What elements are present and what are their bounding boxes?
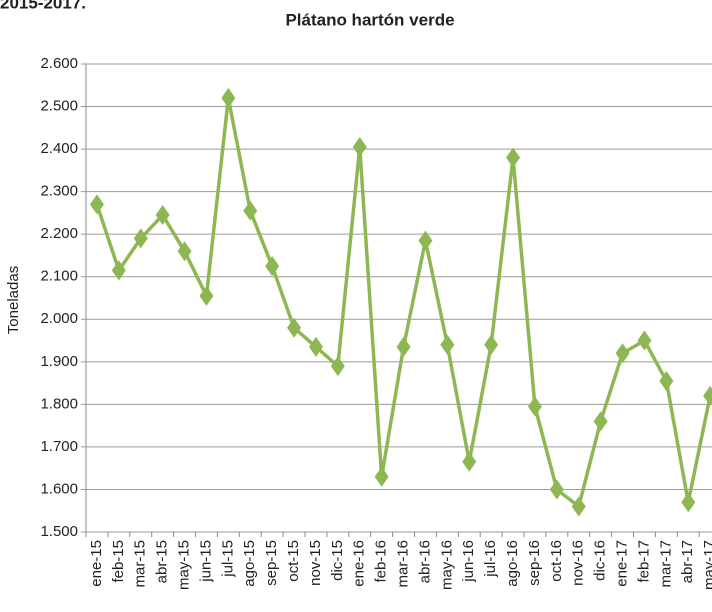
marker <box>506 147 521 168</box>
y-tick-label: 2.100 <box>40 268 78 285</box>
x-tick-label: abr-17 <box>679 540 696 583</box>
marker <box>659 370 674 391</box>
marker <box>243 200 258 221</box>
y-tick-label: 1.900 <box>40 353 78 370</box>
y-axis-label: Toneladas <box>5 266 22 334</box>
marker <box>374 466 389 487</box>
x-tick-label: ene-17 <box>614 540 631 587</box>
marker <box>287 317 302 338</box>
marker <box>133 228 148 249</box>
x-tick-label: ago-15 <box>241 540 258 587</box>
y-tick-label: 2.600 <box>40 55 78 72</box>
marker <box>462 451 477 472</box>
line <box>95 96 712 509</box>
marker <box>177 241 192 262</box>
x-tick-label: may-17 <box>701 540 712 590</box>
x-tick-label: ene-16 <box>351 540 368 587</box>
x-tick-label: jun-15 <box>197 540 214 583</box>
x-tick-label: jun-16 <box>460 540 477 583</box>
x-tick-label: mar-16 <box>395 540 412 588</box>
marker <box>265 256 280 277</box>
marker <box>89 194 104 215</box>
marker <box>352 136 367 157</box>
x-tick-label: jul-15 <box>219 540 236 578</box>
marker <box>330 356 345 377</box>
marker <box>199 285 214 306</box>
marker <box>155 205 170 226</box>
marker <box>440 334 455 355</box>
x-tick-label: nov-15 <box>307 540 324 586</box>
y-tick-label: 2.500 <box>40 98 78 115</box>
x-tick-label: sep-15 <box>263 540 280 586</box>
marker <box>549 479 564 500</box>
marker <box>615 343 630 364</box>
x-tick-label: oct-15 <box>285 540 302 582</box>
x-tick-label: abr-16 <box>416 540 433 583</box>
y-tick-label: 1.600 <box>40 480 78 497</box>
x-tick-label: feb-17 <box>635 540 652 583</box>
x-tick-label: may-16 <box>438 540 455 590</box>
x-tick-label: nov-16 <box>570 540 587 586</box>
x-tick-label: abr-15 <box>154 540 171 583</box>
x-tick-label: jul-16 <box>482 540 499 578</box>
y-tick-label: 2.400 <box>40 140 78 157</box>
marker <box>527 396 542 417</box>
x-tick-label: dic-16 <box>592 540 609 581</box>
marker <box>418 230 433 251</box>
marker <box>593 411 608 432</box>
y-tick-label: 2.300 <box>40 183 78 200</box>
x-tick-label: oct-16 <box>548 540 565 582</box>
marker <box>221 88 236 109</box>
y-tick-label: 1.500 <box>40 523 78 540</box>
marker <box>484 334 499 355</box>
marker <box>681 492 696 513</box>
marker <box>637 330 652 351</box>
marker <box>396 336 411 357</box>
marker <box>571 496 586 517</box>
y-tick-label: 2.200 <box>40 225 78 242</box>
x-tick-label: mar-15 <box>132 540 149 588</box>
chart-title: Plátano hartón verde <box>285 10 454 29</box>
x-tick-label: ago-16 <box>504 540 521 587</box>
x-tick-label: ene-15 <box>88 540 105 587</box>
x-tick-label: dic-15 <box>329 540 346 581</box>
x-tick-label: feb-15 <box>110 540 127 583</box>
y-tick-label: 1.800 <box>40 395 78 412</box>
y-tick-label: 1.700 <box>40 438 78 455</box>
marker <box>111 260 126 281</box>
x-tick-label: mar-17 <box>657 540 674 588</box>
x-tick-label: feb-16 <box>373 540 390 583</box>
marker <box>308 336 323 357</box>
y-tick-label: 2.000 <box>40 310 78 327</box>
heading: 2015-2017. <box>0 0 86 12</box>
x-tick-label: may-15 <box>176 540 193 590</box>
marker <box>703 385 712 406</box>
x-tick-label: sep-16 <box>526 540 543 586</box>
